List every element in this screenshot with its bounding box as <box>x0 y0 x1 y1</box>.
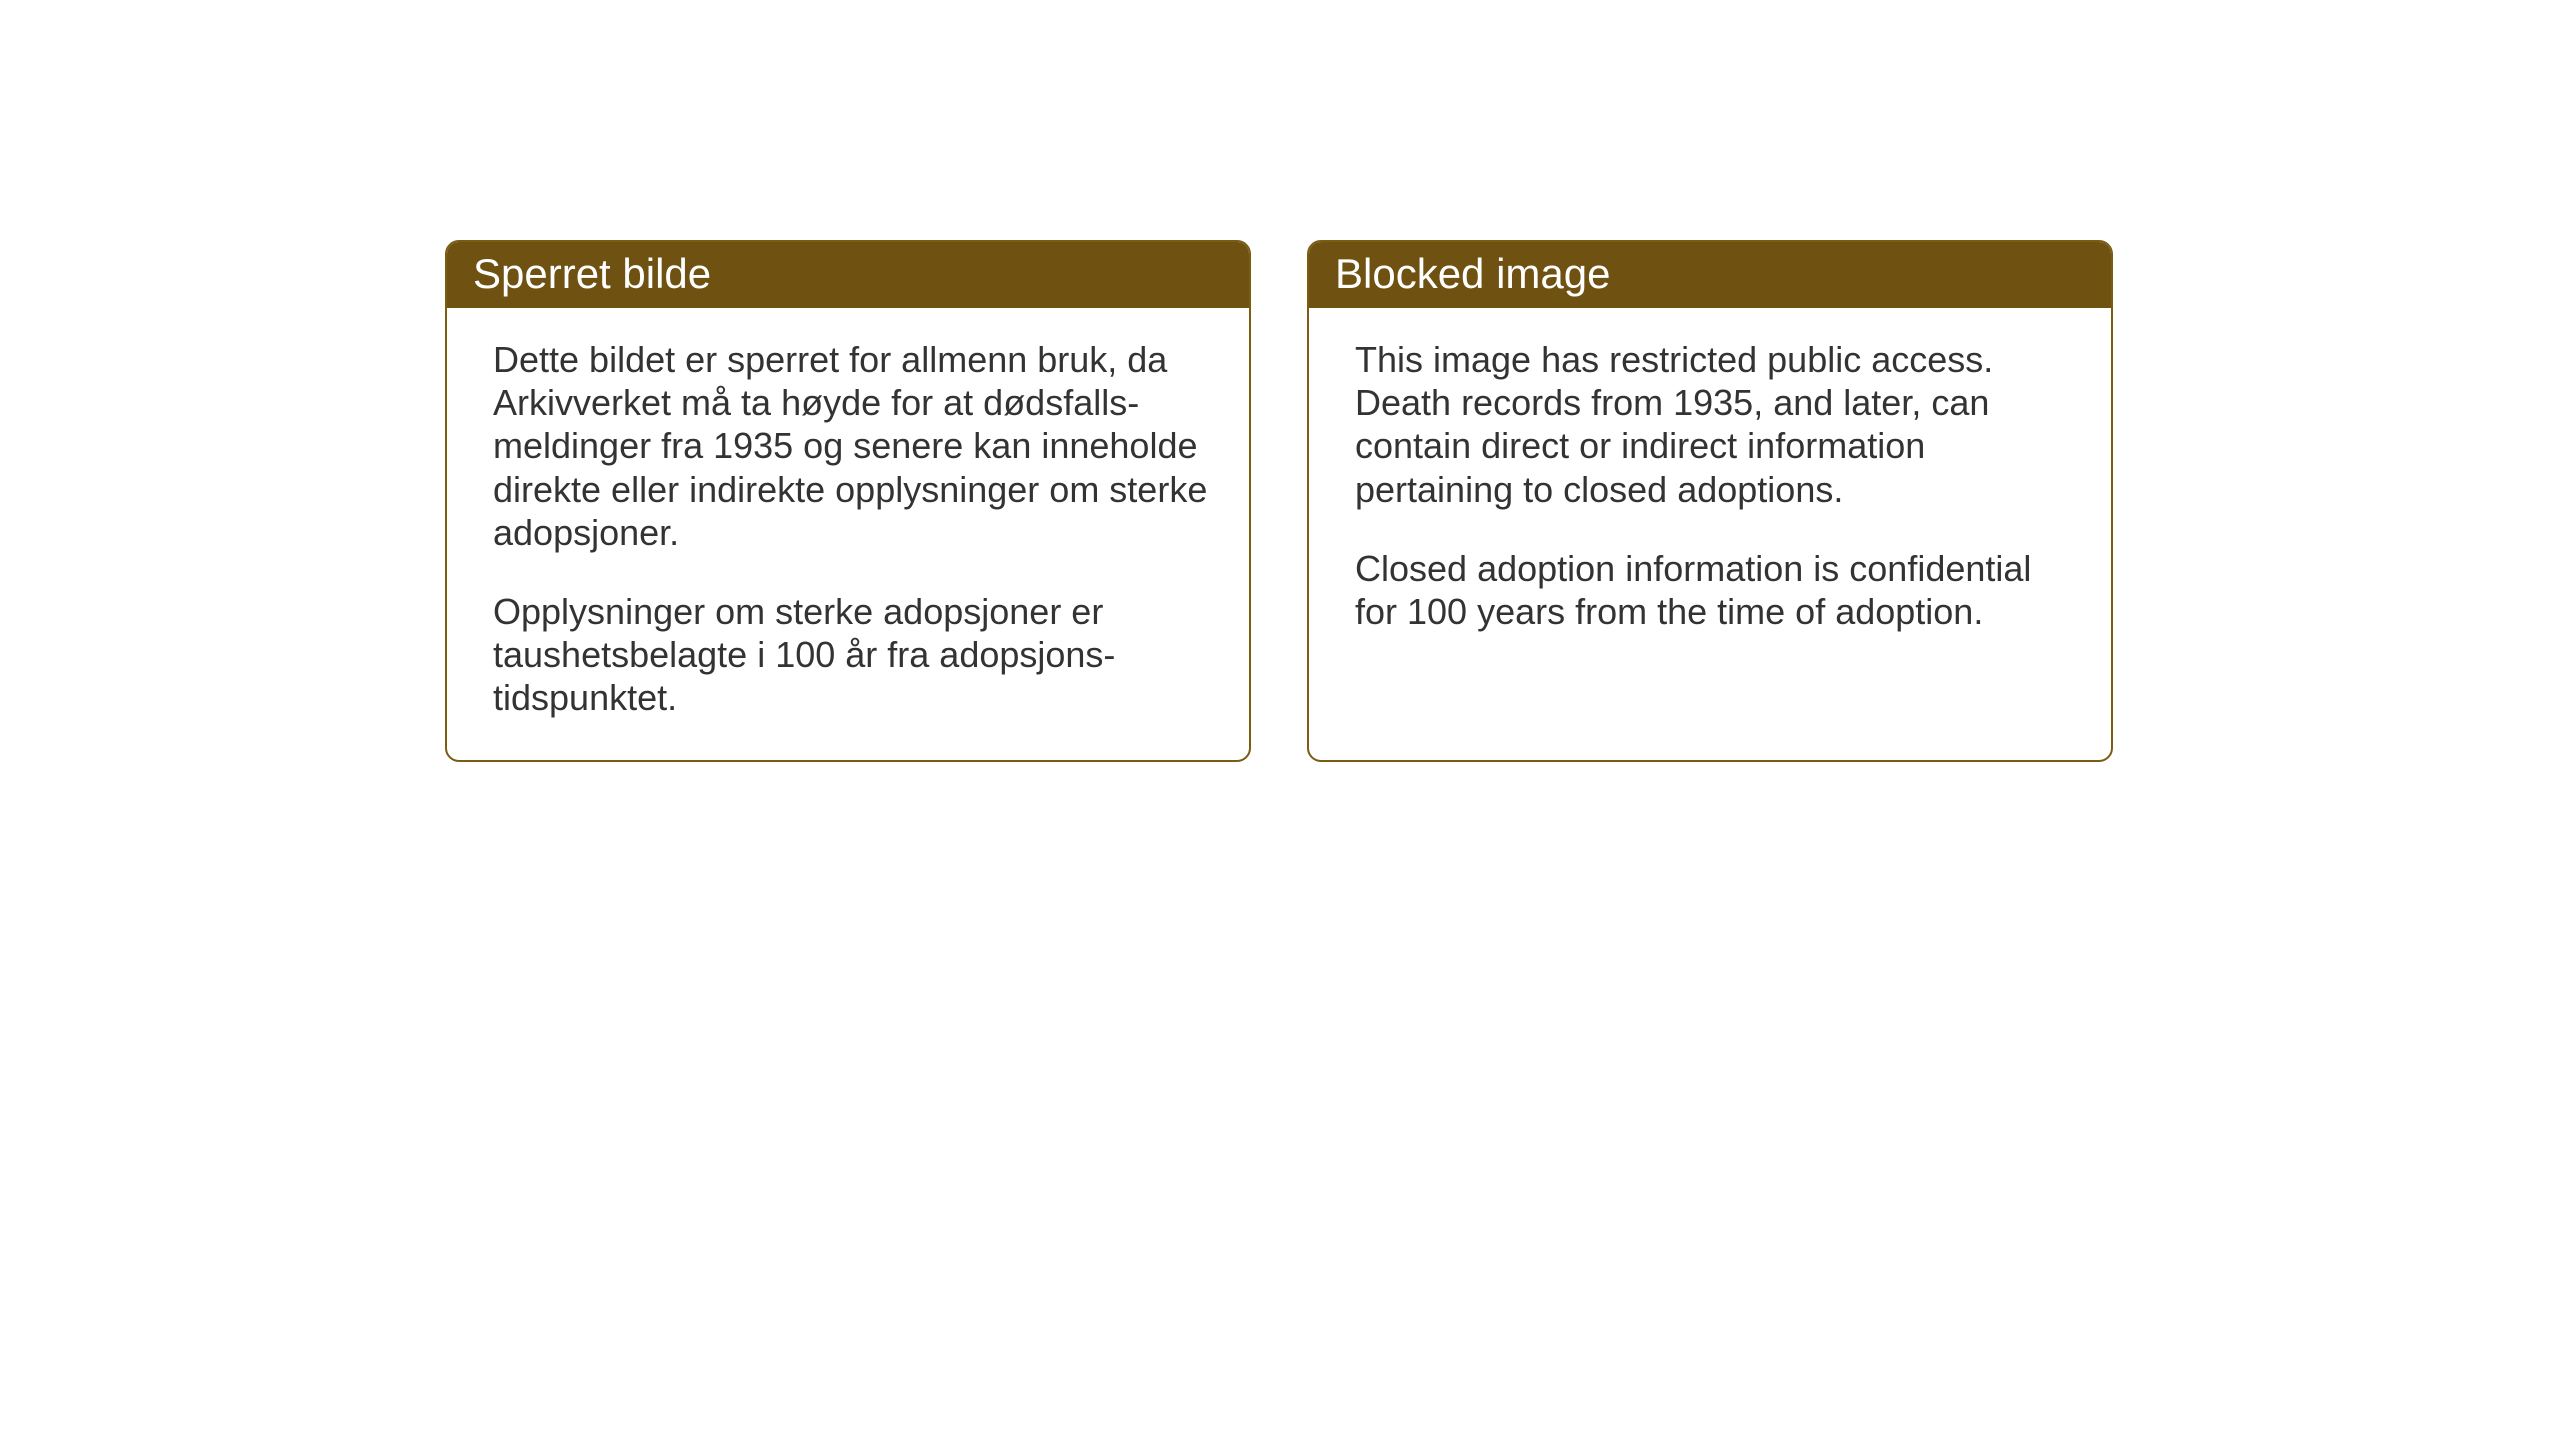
notice-para2-english: Closed adoption information is confident… <box>1355 547 2071 633</box>
notice-container: Sperret bilde Dette bildet er sperret fo… <box>445 240 2113 762</box>
notice-header-english: Blocked image <box>1309 242 2111 308</box>
notice-body-english: This image has restricted public access.… <box>1309 308 2111 673</box>
notice-para1-english: This image has restricted public access.… <box>1355 338 2071 511</box>
notice-body-norwegian: Dette bildet er sperret for allmenn bruk… <box>447 308 1249 760</box>
notice-para1-norwegian: Dette bildet er sperret for allmenn bruk… <box>493 338 1209 554</box>
notice-box-norwegian: Sperret bilde Dette bildet er sperret fo… <box>445 240 1251 762</box>
notice-header-norwegian: Sperret bilde <box>447 242 1249 308</box>
notice-para2-norwegian: Opplysninger om sterke adopsjoner er tau… <box>493 590 1209 720</box>
notice-box-english: Blocked image This image has restricted … <box>1307 240 2113 762</box>
